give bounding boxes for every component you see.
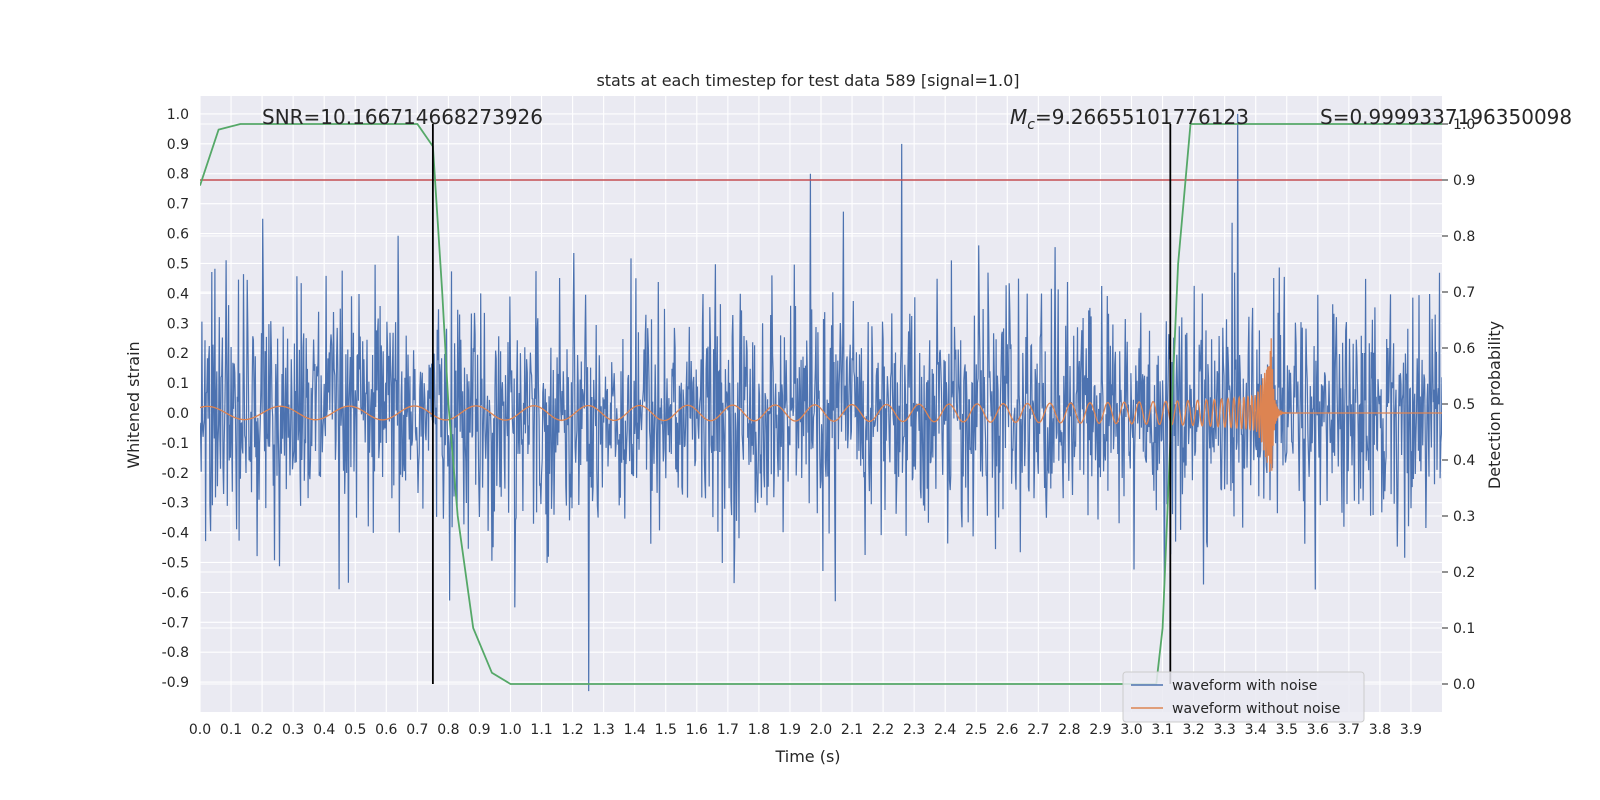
y-tick-label: 0.5 (167, 256, 189, 272)
series-detection-probability (200, 123, 1442, 685)
s-annotation: S=0.9999337196350098 (1320, 105, 1572, 129)
x-tick-label: 3.6 (1307, 722, 1329, 738)
y-tick-label: -0.6 (162, 585, 189, 601)
x-tick-label: 2.5 (965, 722, 987, 738)
y2-axis-label: Detection probability (1485, 321, 1504, 489)
y2-tick-label: 0.5 (1453, 397, 1475, 413)
y2-tick-label: 0.0 (1453, 677, 1475, 693)
y-tick-label: -0.3 (162, 496, 189, 512)
y-axis-ticks: 1.0 0.9 0.8 0.7 0.6 0.5 0.4 0.3 0.2 0.1 0.0 -0.1 -0.… (162, 107, 189, 691)
y-tick-label: 0.7 (167, 197, 189, 213)
chart-title: stats at each timestep for test data 589… (596, 71, 1019, 90)
x-tick-label: 0.7 (406, 722, 428, 738)
y2-tick-label: 0.2 (1453, 565, 1475, 581)
legend-box (1122, 671, 1365, 723)
y-tick-label: 0.2 (167, 346, 189, 362)
y-tick-label: -0.8 (162, 645, 189, 661)
y2-tick-label: 0.3 (1453, 509, 1475, 525)
x-tick-label: 1.5 (655, 722, 677, 738)
y-tick-label: 0.1 (167, 376, 189, 392)
x-tick-label: 1.8 (748, 722, 770, 738)
x-tick-label: 1.4 (624, 722, 646, 738)
x-tick-label: 3.2 (1182, 722, 1204, 738)
x-tick-label: 1.6 (686, 722, 708, 738)
x-tick-label: 3.5 (1276, 722, 1298, 738)
y2-tick-label: 0.9 (1453, 173, 1475, 189)
x-tick-label: 0.1 (220, 722, 242, 738)
x-tick-label: 2.4 (934, 722, 956, 738)
y-tick-label: 0.4 (167, 286, 189, 302)
x-tick-label: 1.2 (561, 722, 583, 738)
x-axis-ticks: 0.0 0.1 0.2 0.3 0.4 0.5 0.6 0.7 0.8 0.9 1.0 1.1 1.2 1… (189, 722, 1422, 738)
x-tick-label: 0.4 (313, 722, 335, 738)
x-tick-label: 0.3 (282, 722, 304, 738)
x-tick-label: 2.2 (872, 722, 894, 738)
y2-axis-ticks: 1.0 0.9 0.8 0.7 0.6 0.5 0.4 0.3 0.2 0.1 0.0 (1442, 117, 1475, 693)
y-tick-label: 1.0 (167, 107, 189, 123)
legend: waveform with noise waveform without noi… (1122, 671, 1365, 723)
x-tick-label: 0.8 (437, 722, 459, 738)
legend-label-noise: waveform with noise (1172, 678, 1317, 694)
x-tick-label: 0.2 (251, 722, 273, 738)
y-tick-label: -0.7 (162, 615, 189, 631)
y2-tick-label: 0.8 (1453, 229, 1475, 245)
y-tick-label: 0.6 (167, 227, 189, 243)
x-tick-label: 0.5 (344, 722, 366, 738)
y2-tick-label: 0.6 (1453, 341, 1475, 357)
x-tick-label: 0.0 (189, 722, 211, 738)
x-tick-label: 2.3 (903, 722, 925, 738)
y2-tick-label: 0.1 (1453, 621, 1475, 637)
x-tick-label: 1.3 (593, 722, 615, 738)
x-tick-label: 3.1 (1151, 722, 1173, 738)
series-waveform-without-noise (200, 338, 1442, 473)
x-tick-label: 0.6 (375, 722, 397, 738)
snr-annotation: SNR=10.166714668273926 (262, 105, 543, 129)
x-tick-label: 0.9 (468, 722, 490, 738)
x-tick-label: 3.7 (1338, 722, 1360, 738)
mc-symbol: M (1010, 105, 1027, 129)
x-tick-label: 3.4 (1245, 722, 1267, 738)
mc-subscript: c (1027, 117, 1035, 133)
x-tick-label: 1.1 (530, 722, 552, 738)
y-tick-label: 0.3 (167, 316, 189, 332)
legend-label-clean: waveform without noise (1172, 701, 1340, 717)
y-tick-label: 0.0 (167, 406, 189, 422)
y-tick-label: 0.9 (167, 137, 189, 153)
x-tick-label: 2.9 (1089, 722, 1111, 738)
y2-tick-label: 0.4 (1453, 453, 1475, 469)
plot-content (200, 113, 1442, 692)
x-tick-label: 1.7 (717, 722, 739, 738)
y-tick-label: -0.2 (162, 466, 189, 482)
marker-lines (431, 124, 1172, 684)
x-tick-label: 2.0 (810, 722, 832, 738)
y-tick-label: -0.9 (162, 675, 189, 691)
y2-tick-label: 1.0 (1453, 117, 1475, 133)
x-tick-label: 2.1 (841, 722, 863, 738)
series-waveform-with-noise (200, 113, 1442, 692)
y-tick-label: -0.1 (162, 436, 189, 452)
x-tick-label: 3.8 (1369, 722, 1391, 738)
x-tick-label: 2.7 (1027, 722, 1049, 738)
mc-annotation: Mc=9.26655101776123 (1010, 105, 1249, 133)
y-tick-label: -0.4 (162, 526, 189, 542)
x-axis-label: Time (s) (774, 747, 840, 766)
mc-value: =9.26655101776123 (1035, 105, 1249, 129)
x-tick-label: 2.6 (996, 722, 1018, 738)
y-tick-label: 0.8 (167, 167, 189, 183)
x-tick-label: 1.0 (499, 722, 521, 738)
x-tick-label: 3.9 (1400, 722, 1422, 738)
x-tick-label: 2.8 (1058, 722, 1080, 738)
x-tick-label: 1.9 (779, 722, 801, 738)
y-axis-label: Whitened strain (124, 341, 143, 468)
y2-tick-label: 0.7 (1453, 285, 1475, 301)
x-tick-label: 3.3 (1214, 722, 1236, 738)
y-tick-label: -0.5 (162, 555, 189, 571)
x-tick-label: 3.0 (1120, 722, 1142, 738)
